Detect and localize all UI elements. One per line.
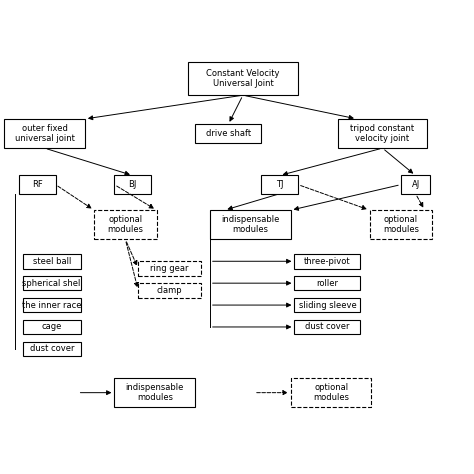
Text: dust cover: dust cover	[305, 322, 350, 331]
Text: optional
modules: optional modules	[108, 215, 143, 235]
Text: tripod constant
velocity joint: tripod constant velocity joint	[350, 124, 415, 143]
Bar	[370, 210, 432, 239]
Text: ring gear: ring gear	[150, 264, 189, 273]
Text: Constant Velocity
Universal Joint: Constant Velocity Universal Joint	[206, 69, 280, 89]
Bar	[210, 210, 291, 239]
Bar	[188, 63, 298, 95]
Bar	[401, 175, 430, 194]
Bar	[4, 119, 85, 148]
Bar	[114, 378, 195, 407]
Bar	[19, 175, 55, 194]
Bar	[294, 298, 361, 312]
Text: cage: cage	[42, 322, 62, 331]
Text: outer fixed
universal joint: outer fixed universal joint	[15, 124, 74, 143]
Text: BJ: BJ	[128, 180, 137, 189]
Bar	[94, 210, 156, 239]
Bar	[22, 276, 82, 291]
Text: RF: RF	[32, 180, 43, 189]
Bar	[261, 175, 298, 194]
Text: sliding sleeve: sliding sleeve	[299, 301, 356, 310]
Bar	[294, 254, 361, 269]
Text: indispensable
modules: indispensable modules	[221, 215, 280, 235]
Bar	[338, 119, 427, 148]
Bar	[294, 276, 361, 291]
Bar	[22, 254, 82, 269]
Bar	[138, 283, 201, 298]
Text: steel ball: steel ball	[33, 257, 71, 266]
Bar	[291, 378, 372, 407]
Bar	[22, 298, 82, 312]
Text: roller: roller	[317, 279, 338, 288]
Text: indispensable
modules: indispensable modules	[126, 383, 184, 402]
Bar	[195, 124, 261, 143]
Bar	[138, 261, 201, 276]
Bar	[114, 175, 151, 194]
Text: TJ: TJ	[276, 180, 283, 189]
Text: clamp: clamp	[156, 286, 182, 295]
Bar	[22, 319, 82, 334]
Text: optional
modules: optional modules	[383, 215, 419, 235]
Bar	[294, 319, 361, 334]
Text: spherical shell: spherical shell	[21, 279, 82, 288]
Text: optional
modules: optional modules	[313, 383, 349, 402]
Text: drive shaft: drive shaft	[206, 129, 251, 138]
Text: the inner race: the inner race	[22, 301, 82, 310]
Text: dust cover: dust cover	[30, 345, 74, 353]
Text: three-pivot: three-pivot	[304, 257, 351, 266]
Bar	[22, 342, 82, 356]
Text: AJ: AJ	[411, 180, 419, 189]
